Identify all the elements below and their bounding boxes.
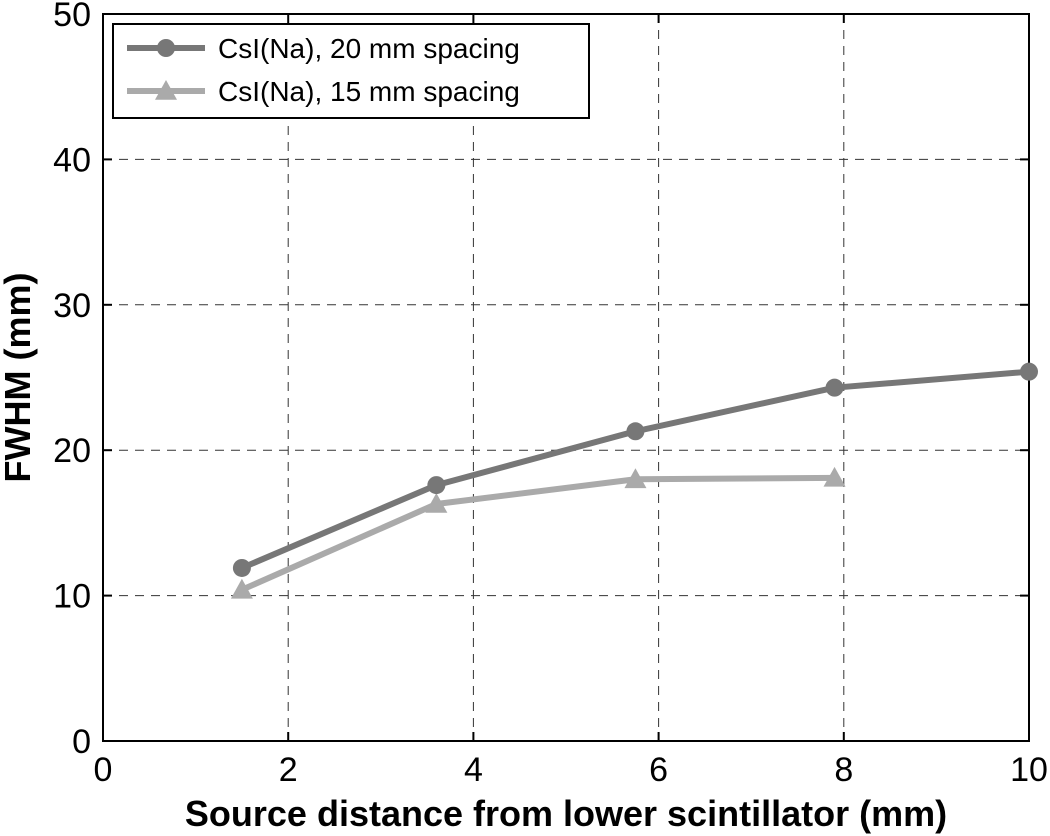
series-line xyxy=(240,474,835,593)
legend-marker xyxy=(155,80,177,100)
data-point xyxy=(427,476,446,495)
series-group xyxy=(230,466,846,599)
y-tick-label: 0 xyxy=(72,723,91,761)
ticks: 0 2 4 6 8 10 0 10 20 30 40 50 xyxy=(53,0,1048,789)
data-point xyxy=(825,378,844,397)
data-point xyxy=(232,558,251,577)
x-axis-label: Source distance from lower scintillator … xyxy=(185,793,947,834)
legend-marker xyxy=(157,39,175,57)
y-tick-label: 30 xyxy=(53,287,91,325)
data-point xyxy=(1020,362,1038,381)
series-layer xyxy=(230,362,1038,599)
data-point xyxy=(425,492,448,513)
plot-frame xyxy=(102,13,1030,742)
x-tick-label: 6 xyxy=(649,751,668,789)
data-point xyxy=(626,422,645,441)
data-point xyxy=(823,466,846,487)
y-tick-label: 20 xyxy=(53,432,91,470)
data-point xyxy=(624,468,647,489)
series-group xyxy=(232,362,1038,577)
x-tick-label: 0 xyxy=(94,751,113,789)
legend-entry-label: CsI(Na), 20 mm spacing xyxy=(218,33,520,64)
grid xyxy=(103,14,1029,741)
y-tick-label: 50 xyxy=(53,0,91,34)
legend-box xyxy=(112,23,590,119)
x-tick-label: 8 xyxy=(834,751,853,789)
y-tick-label: 10 xyxy=(53,578,91,616)
legend: CsI(Na), 20 mm spacing CsI(Na), 15 mm spa… xyxy=(112,23,590,119)
x-tick-label: 10 xyxy=(1010,751,1048,789)
y-tick-label: 40 xyxy=(53,141,91,179)
x-tick-label: 2 xyxy=(279,751,298,789)
x-tick-label: 4 xyxy=(464,751,483,789)
y-axis-label: FWHM (mm) xyxy=(0,273,38,483)
legend-entry-label: CsI(Na), 15 mm spacing xyxy=(218,76,520,107)
data-point xyxy=(230,578,253,599)
